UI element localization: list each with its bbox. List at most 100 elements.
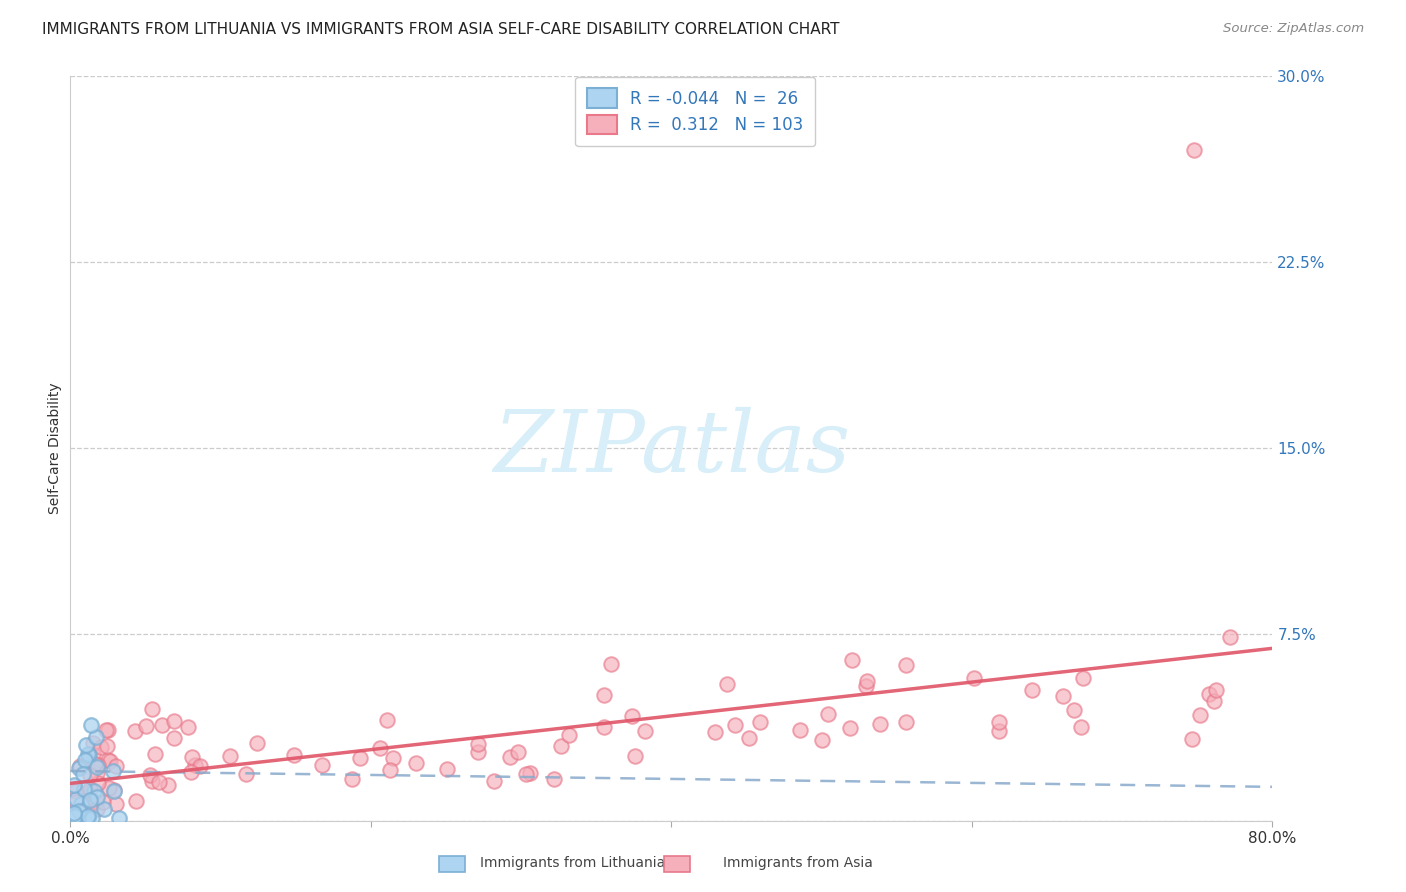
Point	[1202, 694, 1225, 708]
Point	[67, 804, 90, 818]
Point	[63, 778, 86, 792]
Point	[108, 811, 131, 825]
Point	[87, 757, 110, 772]
Point	[86, 765, 108, 780]
Point	[349, 750, 371, 764]
Point	[143, 747, 166, 761]
Point	[97, 753, 120, 767]
Point	[283, 747, 305, 762]
Point	[150, 718, 173, 732]
Point	[73, 782, 96, 797]
Point	[839, 722, 862, 736]
Point	[83, 757, 105, 772]
Point	[67, 761, 90, 775]
Point	[135, 719, 157, 733]
Point	[65, 792, 87, 806]
Point	[86, 760, 108, 774]
Point	[180, 765, 202, 780]
Point	[218, 749, 240, 764]
Point	[558, 728, 581, 742]
Point	[375, 713, 398, 727]
Point	[855, 679, 877, 693]
Point	[103, 783, 125, 797]
Point	[738, 731, 761, 745]
Point	[70, 797, 93, 811]
Text: IMMIGRANTS FROM LITHUANIA VS IMMIGRANTS FROM ASIA SELF-CARE DISABILITY CORRELATI: IMMIGRANTS FROM LITHUANIA VS IMMIGRANTS …	[42, 22, 839, 37]
Point	[235, 767, 257, 781]
Point	[69, 759, 91, 773]
Point	[177, 720, 200, 734]
Point	[515, 767, 537, 781]
Point	[94, 723, 117, 738]
Point	[93, 795, 115, 809]
Text: Source: ZipAtlas.com: Source: ZipAtlas.com	[1223, 22, 1364, 36]
Point	[141, 774, 163, 789]
Point	[1181, 732, 1204, 747]
Point	[436, 762, 458, 776]
Point	[634, 724, 657, 739]
Point	[104, 797, 127, 811]
Point	[77, 747, 100, 762]
Point	[148, 775, 170, 789]
Point	[82, 747, 104, 762]
Point	[101, 764, 124, 779]
Point	[139, 768, 162, 782]
Point	[63, 806, 86, 821]
Point	[86, 802, 108, 816]
Point	[1205, 683, 1227, 698]
Point	[1182, 143, 1205, 157]
Point	[86, 790, 108, 805]
Point	[246, 736, 269, 750]
Point	[789, 723, 811, 738]
Point	[156, 778, 179, 792]
Point	[1052, 689, 1074, 703]
Point	[141, 701, 163, 715]
Point	[550, 739, 572, 753]
Point	[703, 725, 725, 739]
Point	[987, 715, 1010, 730]
Point	[380, 763, 402, 777]
Point	[405, 756, 427, 770]
Point	[382, 751, 405, 765]
Point	[79, 797, 101, 812]
Point	[87, 776, 110, 790]
Point	[77, 785, 100, 799]
Point	[125, 794, 148, 808]
Point	[97, 723, 120, 737]
Point	[163, 731, 186, 745]
Point	[592, 720, 614, 734]
Point	[83, 784, 105, 798]
Point	[97, 780, 120, 795]
Point	[716, 676, 738, 690]
Point	[506, 745, 529, 759]
Point	[963, 672, 986, 686]
Point	[1071, 671, 1094, 685]
Point	[370, 741, 392, 756]
Point	[124, 723, 146, 738]
Point	[65, 795, 87, 809]
Point	[79, 768, 101, 782]
Point	[104, 759, 127, 773]
Legend: R = -0.044   N =  26, R =  0.312   N = 103: R = -0.044 N = 26, R = 0.312 N = 103	[575, 77, 815, 146]
Point	[467, 745, 489, 759]
Point	[79, 718, 101, 732]
Point	[1070, 720, 1092, 734]
Point	[76, 808, 98, 822]
Point	[749, 715, 772, 730]
Point	[482, 773, 505, 788]
Point	[724, 718, 747, 732]
Point	[184, 758, 207, 772]
Point	[869, 717, 891, 731]
Point	[1063, 703, 1085, 717]
Point	[93, 802, 115, 816]
Point	[188, 758, 211, 772]
Point	[467, 737, 489, 751]
Point	[90, 740, 112, 755]
Point	[311, 757, 333, 772]
Point	[624, 749, 647, 764]
Point	[896, 657, 918, 672]
Point	[1219, 630, 1241, 644]
Point	[76, 753, 98, 767]
Point	[841, 653, 863, 667]
Point	[84, 796, 107, 810]
